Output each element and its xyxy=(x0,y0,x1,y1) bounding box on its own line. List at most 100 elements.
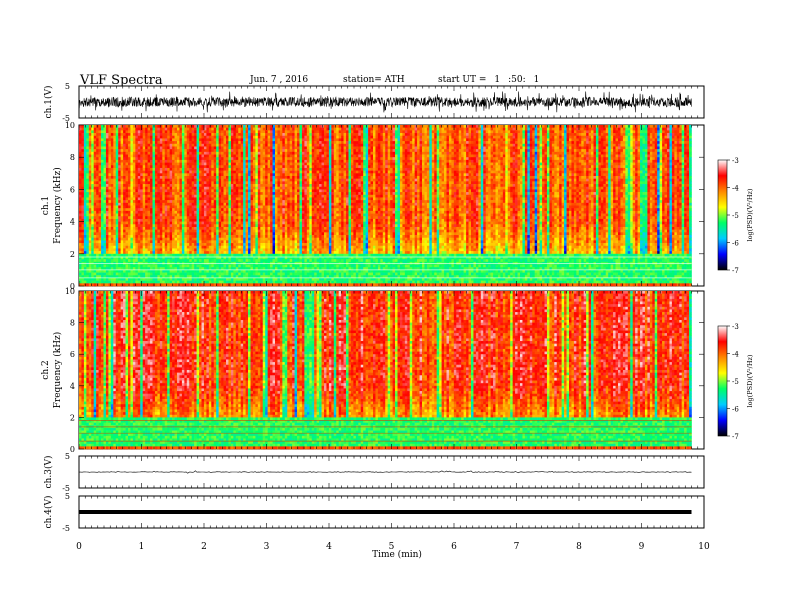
spectrogram-cell xyxy=(84,208,87,211)
spectrogram-cell xyxy=(211,184,214,187)
spectrogram-cell xyxy=(96,165,99,168)
spectrogram-cell xyxy=(236,206,239,209)
spectrogram-cell xyxy=(170,136,173,139)
spectrogram-cell xyxy=(160,138,163,141)
spectrogram-cell xyxy=(121,168,124,171)
spectrogram-cell xyxy=(209,163,212,166)
spectrogram-cell xyxy=(89,270,92,273)
spectrogram-cell xyxy=(155,171,158,174)
spectrogram-cell xyxy=(118,141,121,144)
spectrogram-cell xyxy=(251,240,254,243)
spectrogram-cell xyxy=(165,200,168,203)
spectrogram-cell xyxy=(108,160,111,163)
spectrogram-cell xyxy=(253,251,256,254)
spectrogram-cell xyxy=(260,254,263,257)
spectrogram-cell xyxy=(189,130,192,133)
spectrogram-cell xyxy=(224,141,227,144)
spectrogram-cell xyxy=(106,243,109,246)
spectrogram-cell xyxy=(106,248,109,251)
spectrogram-cell xyxy=(248,248,251,251)
spectrogram-cell xyxy=(108,254,111,257)
spectrogram-cell xyxy=(187,155,190,158)
spectrogram-cell xyxy=(260,173,263,176)
spectrogram-cell xyxy=(130,270,133,273)
spectrogram-cell xyxy=(189,128,192,131)
spectrogram-cell xyxy=(194,211,197,214)
spectrogram-cell xyxy=(233,130,236,133)
spectrogram-cell xyxy=(170,273,173,276)
spectrogram-cell xyxy=(184,173,187,176)
spectrogram-cell xyxy=(268,136,271,139)
spectrogram-cell xyxy=(126,133,129,136)
spectrogram-cell xyxy=(160,222,163,225)
spectrogram-cell xyxy=(84,195,87,198)
spectrogram-cell xyxy=(214,214,217,217)
spectrogram-cell xyxy=(81,160,84,163)
spectrogram-cell xyxy=(108,248,111,251)
spectrogram-cell xyxy=(187,160,190,163)
spectrogram-cell xyxy=(111,157,114,160)
spectrogram-cell xyxy=(128,235,131,238)
spectrogram-cell xyxy=(226,270,229,273)
spectrogram-cell xyxy=(145,146,148,149)
spectrogram-cell xyxy=(106,130,109,133)
spectrogram-cell xyxy=(202,219,205,222)
spectrogram-cell xyxy=(236,270,239,273)
spectrogram-cell xyxy=(155,163,158,166)
spectrogram-cell xyxy=(170,240,173,243)
spectrogram-cell xyxy=(177,171,180,174)
spectrogram-cell xyxy=(228,197,231,200)
spectrogram-cell xyxy=(204,130,207,133)
spectrogram-cell xyxy=(113,160,116,163)
spectrogram-cell xyxy=(270,149,273,152)
spectrogram-cell xyxy=(233,219,236,222)
spectrogram-cell xyxy=(206,152,209,155)
spectrogram-cell xyxy=(194,222,197,225)
spectrogram-cell xyxy=(135,235,138,238)
spectrogram-cell xyxy=(96,248,99,251)
spectrogram-cell xyxy=(177,195,180,198)
spectrogram-cell xyxy=(150,278,153,281)
spectrogram-cell xyxy=(140,238,143,241)
spectrogram-cell xyxy=(248,273,251,276)
spectrogram-cell xyxy=(81,211,84,214)
spectrogram-cell xyxy=(253,232,256,235)
spectrogram-cell xyxy=(182,240,185,243)
spectrogram-cell xyxy=(153,214,156,217)
spectrogram-cell xyxy=(111,200,114,203)
spectrogram-cell xyxy=(177,130,180,133)
spectrogram-cell xyxy=(81,163,84,166)
spectrogram-cell xyxy=(255,197,258,200)
spectrogram-cell xyxy=(238,208,241,211)
spectrogram-cell xyxy=(224,160,227,163)
spectrogram-cell xyxy=(265,192,268,195)
spectrogram-cell xyxy=(182,176,185,179)
spectrogram-cell xyxy=(177,227,180,230)
spectrogram-cell xyxy=(84,133,87,136)
spectrogram-cell xyxy=(150,283,153,286)
spectrogram-cell xyxy=(194,189,197,192)
spectrogram-cell xyxy=(194,283,197,286)
spectrogram-cell xyxy=(179,197,182,200)
spectrogram-cell xyxy=(172,235,175,238)
spectrogram-cell xyxy=(138,138,141,141)
spectrogram-cell xyxy=(104,232,107,235)
spectrogram-cell xyxy=(199,163,202,166)
spectrogram-cell xyxy=(116,136,119,139)
spectrogram-cell xyxy=(81,259,84,262)
spectrogram-cell xyxy=(187,165,190,168)
spectrogram-cell xyxy=(140,141,143,144)
spectrogram-cell xyxy=(241,144,244,147)
spectrogram-cell xyxy=(94,176,97,179)
spectrogram-cell xyxy=(209,238,212,241)
spectrogram-cell xyxy=(209,251,212,254)
spectrogram-cell xyxy=(241,141,244,144)
spectrogram-cell xyxy=(202,206,205,209)
spectrogram-cell xyxy=(91,281,94,284)
spectrogram-cell xyxy=(143,176,146,179)
spectrogram-cell xyxy=(206,273,209,276)
spectrogram-cell xyxy=(143,149,146,152)
spectrogram-cell xyxy=(145,265,148,268)
spectrogram-cell xyxy=(167,278,170,281)
spectrogram-cell xyxy=(268,219,271,222)
